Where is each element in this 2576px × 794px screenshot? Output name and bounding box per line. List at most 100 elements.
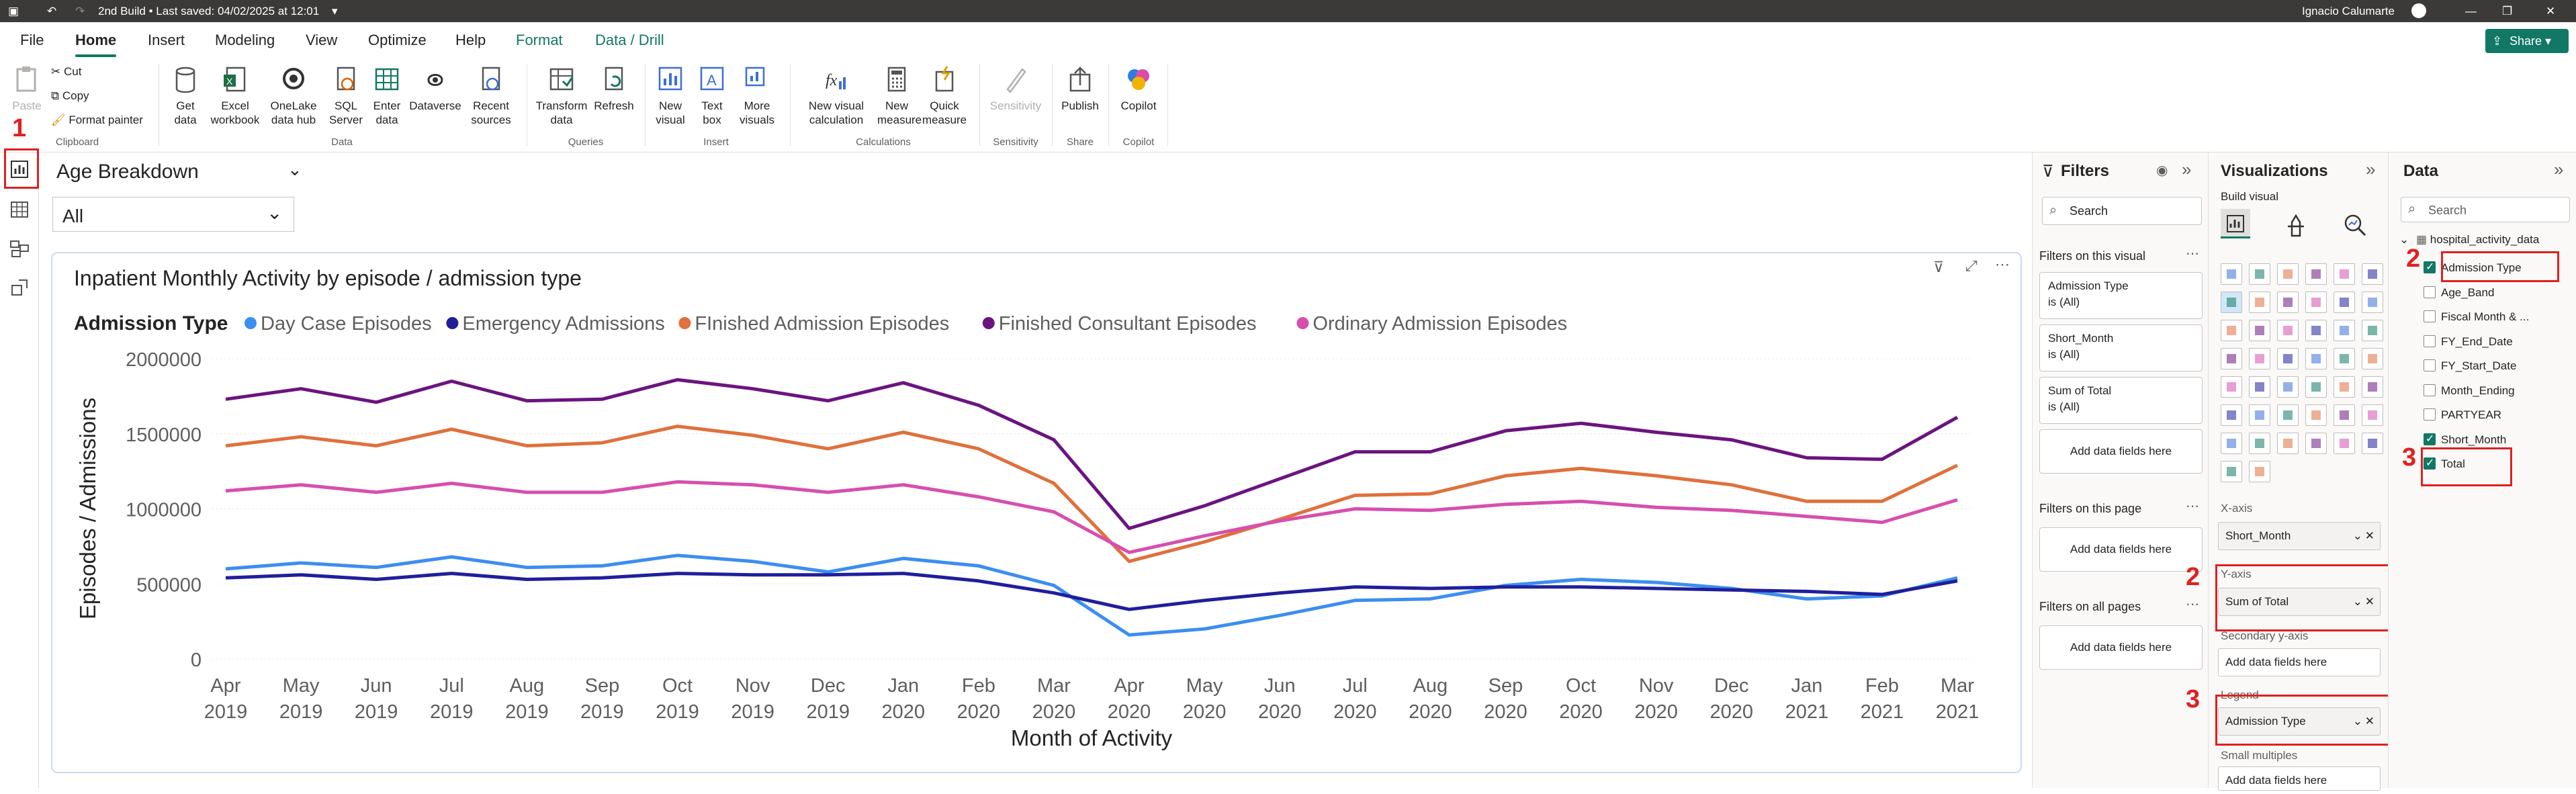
visual-type-icon[interactable] [2277, 263, 2299, 285]
xaxis-field-well[interactable]: Short_Month ⌄ ✕ [2218, 522, 2381, 550]
filter-card[interactable]: Sum of Total is (All) [2039, 377, 2203, 424]
report-view-icon[interactable] [9, 159, 30, 179]
visual-type-icon[interactable] [2277, 292, 2299, 313]
visual-type-icon[interactable] [2305, 404, 2327, 426]
menu-modeling[interactable]: Modeling [215, 32, 275, 48]
yaxis-field-well[interactable]: Sum of Total ⌄ ✕ [2218, 588, 2381, 616]
field-checkbox[interactable] [2424, 456, 2436, 470]
text-box-button[interactable]: A Text box [693, 65, 731, 127]
enter-data-button[interactable]: Enter data [368, 65, 406, 127]
visual-type-icon[interactable] [2277, 404, 2299, 426]
build-visual-tab[interactable] [2221, 209, 2250, 238]
visual-type-icon[interactable] [2305, 433, 2327, 454]
visual-type-icon[interactable] [2221, 404, 2242, 426]
dax-query-view-icon[interactable] [9, 277, 30, 298]
document-title[interactable]: 2nd Build • Last saved: 04/02/2025 at 12… [98, 5, 320, 17]
chevron-down-icon[interactable]: ▾ [332, 5, 338, 17]
secondary-yaxis-well[interactable]: Add data fields here [2218, 648, 2381, 676]
visual-type-icon[interactable] [2362, 263, 2383, 285]
visual-type-icon[interactable] [2221, 348, 2242, 369]
visual-type-icon[interactable] [2334, 348, 2355, 369]
visual-type-icon[interactable] [2221, 461, 2242, 482]
sql-server-button[interactable]: SQL Server [324, 65, 368, 127]
menu-insert[interactable]: Insert [148, 32, 185, 48]
visual-type-icon[interactable] [2277, 376, 2299, 398]
field-item[interactable]: Fiscal Month & ... [2389, 308, 2576, 328]
minimize-icon[interactable]: — [2465, 5, 2477, 17]
save-icon[interactable]: ▣ [8, 5, 19, 17]
table-hospital-activity-data[interactable]: ⌄ ▦ hospital_activity_data [2399, 233, 2540, 246]
visual-type-icon[interactable] [2221, 292, 2242, 313]
chevron-down-icon[interactable]: ⌄ [2352, 595, 2362, 608]
line-chart-visual[interactable]: ⊽ ⤢ ⋯ [51, 252, 2022, 773]
copilot-button[interactable]: Copilot [1115, 65, 1162, 113]
share-button[interactable]: ⇪ Share ▾ [2485, 29, 2569, 53]
transform-data-button[interactable]: Transform data [533, 65, 590, 127]
visual-type-icon[interactable] [2362, 404, 2383, 426]
publish-button[interactable]: Publish [1059, 65, 1102, 113]
visual-type-icon[interactable] [2249, 263, 2270, 285]
collapse-icon[interactable]: » [2554, 159, 2564, 179]
more-options-icon[interactable]: ⋯ [2186, 247, 2199, 261]
add-all-pages-filter-field[interactable]: Add data fields here [2039, 625, 2203, 670]
field-item[interactable]: Admission Type [2389, 259, 2576, 279]
remove-icon[interactable]: ✕ [2364, 715, 2374, 727]
visual-type-icon[interactable] [2362, 348, 2383, 369]
visual-type-icon[interactable] [2277, 320, 2299, 341]
visual-type-icon[interactable] [2362, 433, 2383, 454]
collapse-icon[interactable]: » [2366, 159, 2376, 179]
visual-type-icon[interactable] [2334, 263, 2355, 285]
dataverse-button[interactable]: Dataverse [406, 65, 465, 113]
refresh-button[interactable]: Refresh [590, 65, 638, 113]
field-checkbox[interactable] [2424, 285, 2436, 298]
excel-workbook-button[interactable]: X Excel workbook [207, 65, 263, 127]
filter-card[interactable]: Short_Month is (All) [2039, 324, 2203, 371]
visual-type-icon[interactable] [2305, 320, 2327, 341]
visual-type-icon[interactable] [2334, 320, 2355, 341]
field-item[interactable]: Short_Month [2389, 431, 2576, 451]
field-item[interactable]: Age_Band [2389, 283, 2576, 304]
more-visuals-button[interactable]: More visuals [732, 65, 782, 127]
remove-icon[interactable]: ✕ [2364, 529, 2374, 542]
menu-file[interactable]: File [20, 32, 44, 48]
data-search-input[interactable]: ⌕ Search [2401, 197, 2570, 222]
menu-optimize[interactable]: Optimize [368, 32, 427, 48]
visual-type-icon[interactable] [2334, 292, 2355, 313]
visual-type-icon[interactable] [2249, 320, 2270, 341]
format-painter-button[interactable]: 🖌 Format painter [51, 114, 143, 126]
legend-field-well[interactable]: Admission Type ⌄ ✕ [2218, 707, 2381, 736]
visual-type-icon[interactable] [2305, 376, 2327, 398]
new-measure-button[interactable]: New measure [877, 65, 922, 127]
focus-mode-icon[interactable]: ⤢ [1965, 257, 1978, 274]
field-checkbox[interactable] [2424, 335, 2436, 347]
onelake-data-hub-button[interactable]: OneLake data hub [263, 65, 324, 127]
new-visual-button[interactable]: New visual [650, 65, 691, 127]
field-item[interactable]: Total [2389, 455, 2576, 475]
field-item[interactable]: FY_Start_Date [2389, 357, 2576, 377]
visual-type-icon[interactable] [2277, 348, 2299, 369]
visual-type-icon[interactable] [2249, 376, 2270, 398]
visual-type-icon[interactable] [2362, 292, 2383, 313]
field-checkbox[interactable] [2424, 359, 2436, 371]
get-data-button[interactable]: Get data [164, 65, 207, 127]
visual-type-icon[interactable] [2249, 292, 2270, 313]
visual-type-icon[interactable] [2362, 320, 2383, 341]
field-checkbox[interactable] [2424, 260, 2436, 273]
field-checkbox[interactable] [2424, 384, 2436, 396]
visual-type-icon[interactable] [2334, 404, 2355, 426]
field-item[interactable]: FY_End_Date [2389, 333, 2576, 353]
visual-type-icon[interactable] [2305, 292, 2327, 313]
visual-type-icon[interactable] [2249, 348, 2270, 369]
more-options-icon[interactable]: ⋯ [1995, 256, 2010, 273]
field-item[interactable]: PARTYEAR [2389, 406, 2576, 426]
visual-type-icon[interactable] [2277, 433, 2299, 454]
menu-home[interactable]: Home [75, 32, 117, 57]
field-checkbox[interactable] [2424, 432, 2436, 445]
visual-type-icon[interactable] [2221, 433, 2242, 454]
visual-type-icon[interactable] [2334, 433, 2355, 454]
menu-format[interactable]: Format [516, 32, 563, 48]
paste-button[interactable]: Paste [7, 65, 47, 113]
visual-type-icon[interactable] [2221, 263, 2242, 285]
more-options-icon[interactable]: ⋯ [2186, 499, 2199, 514]
table-view-icon[interactable] [9, 200, 30, 220]
